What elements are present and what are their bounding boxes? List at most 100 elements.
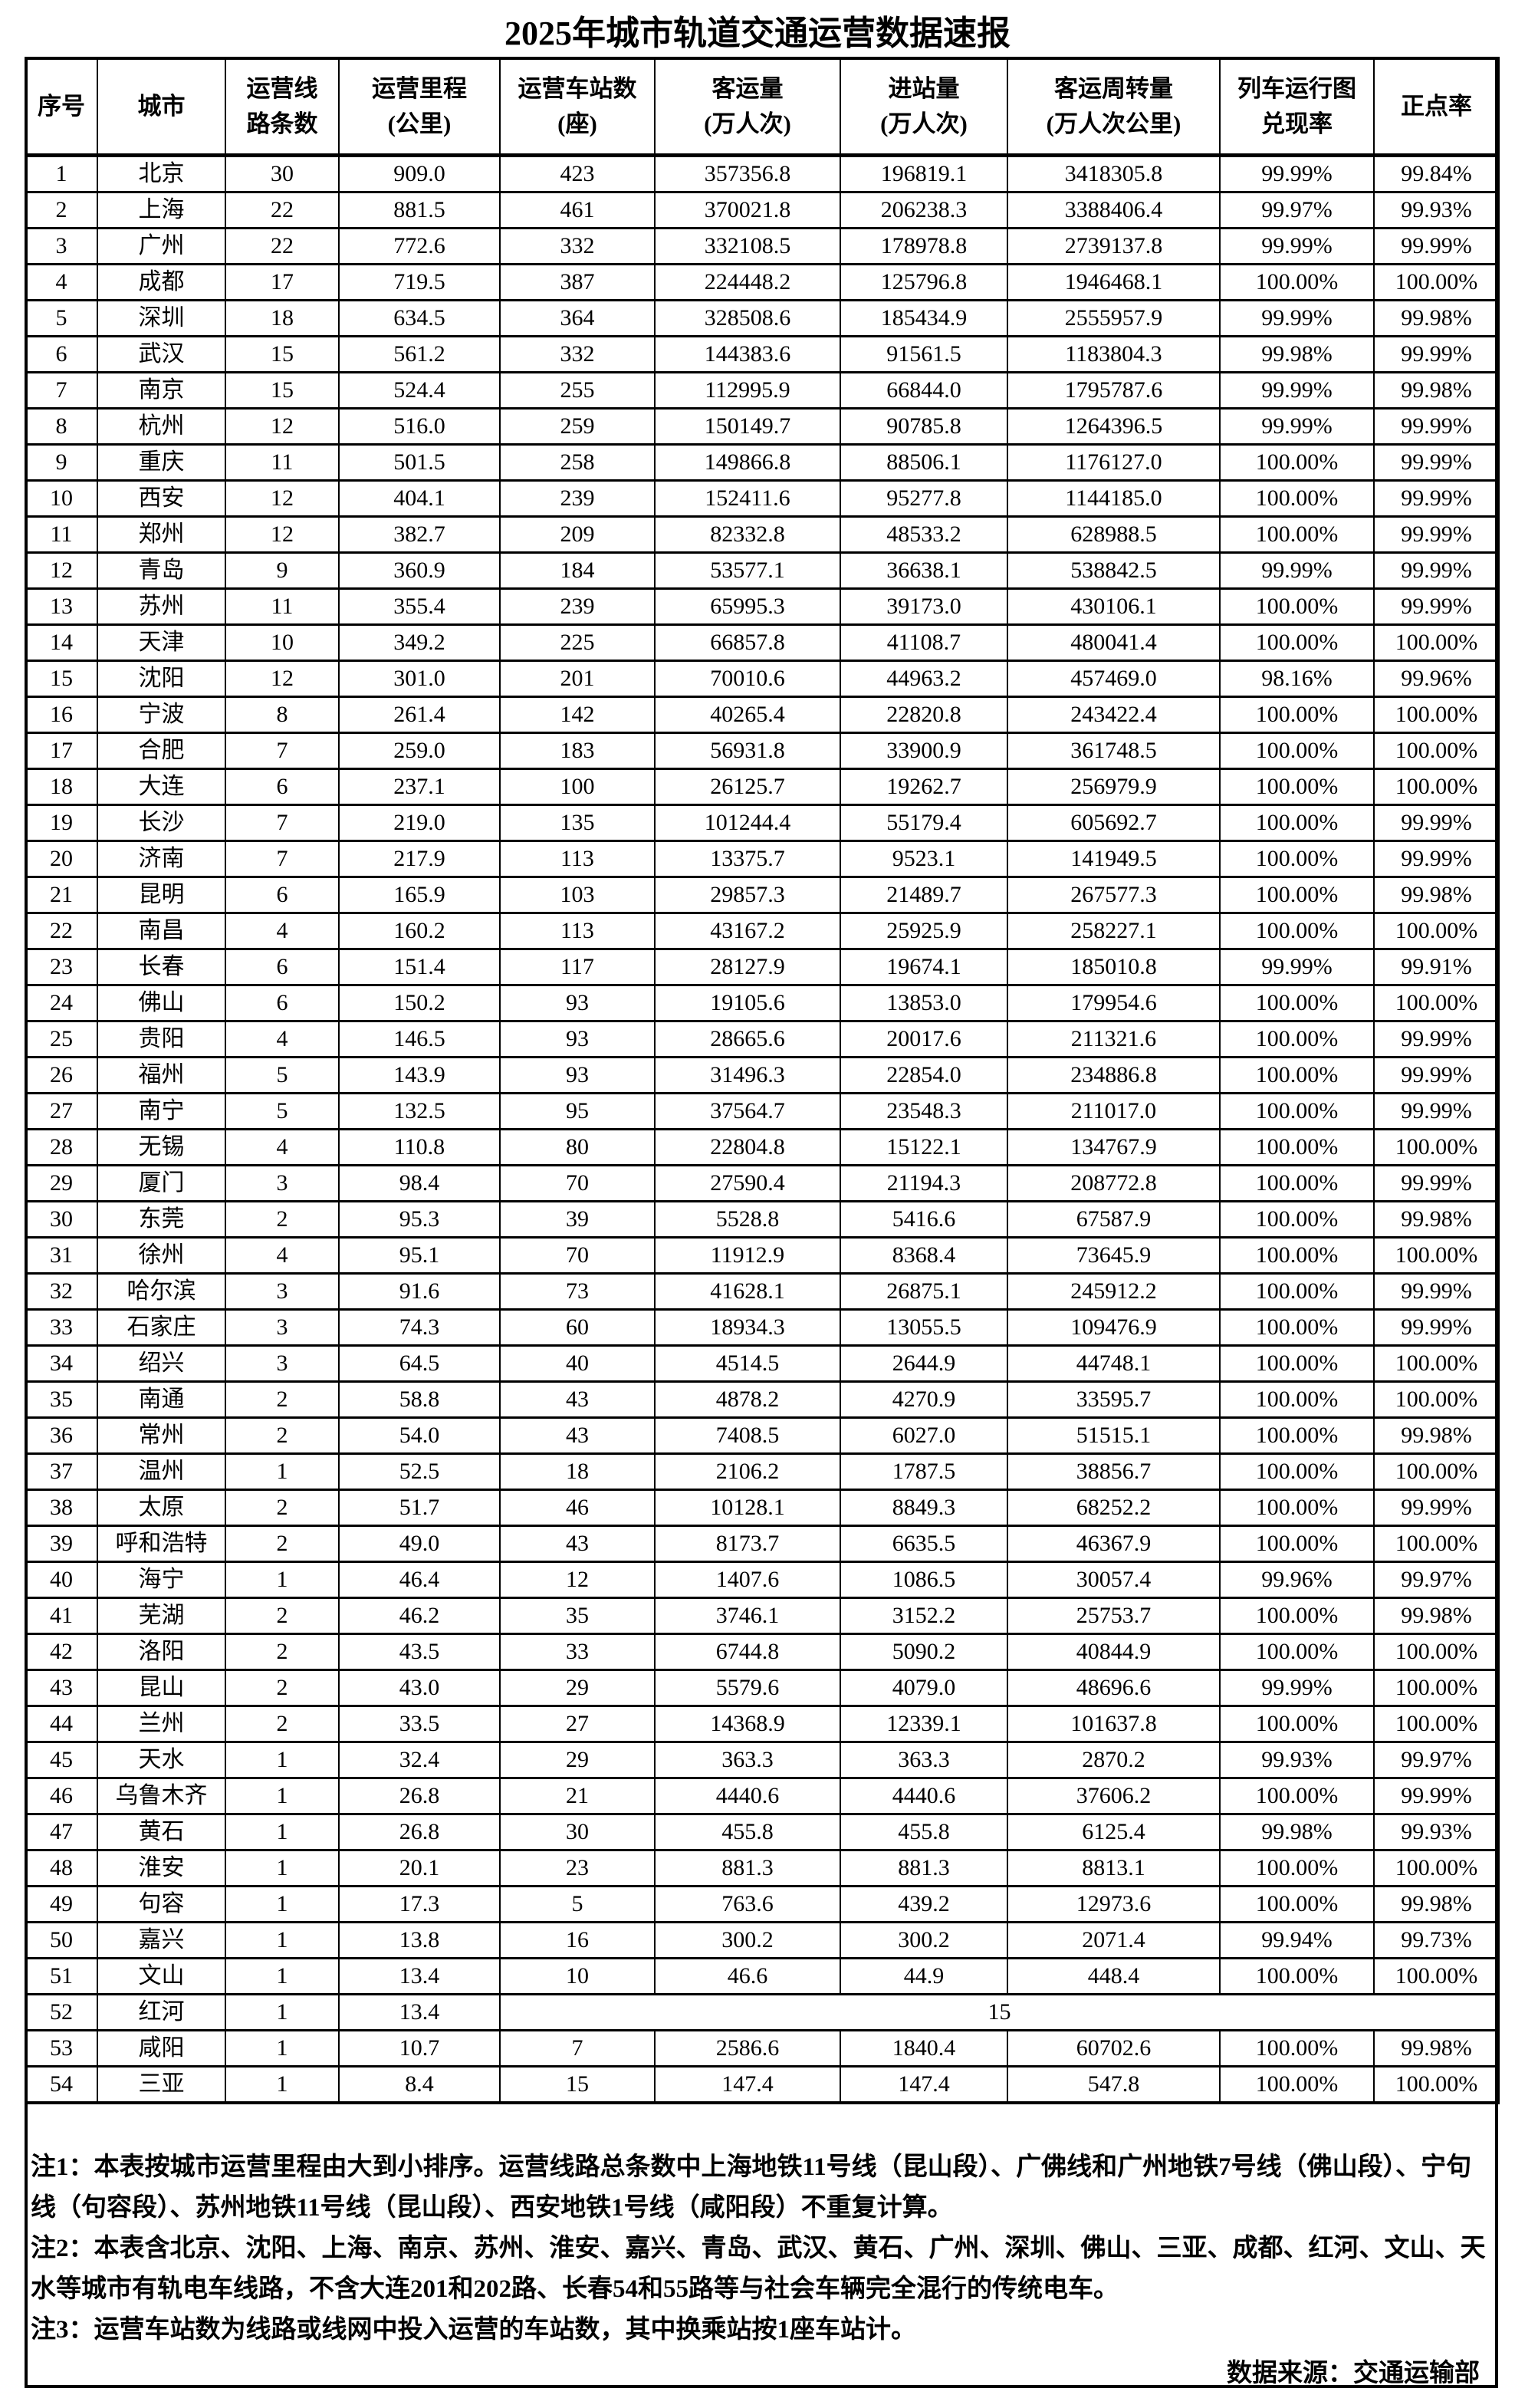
cell-ridership: 1407.6 bbox=[654, 1561, 841, 1599]
cell-entries: 41108.7 bbox=[840, 624, 1008, 662]
cell-city: 徐州 bbox=[97, 1237, 226, 1275]
header-station-count: 运营车站数 (座) bbox=[499, 57, 656, 157]
cell-entries: 1840.4 bbox=[840, 2030, 1008, 2068]
cell-line-count: 1 bbox=[225, 2066, 340, 2104]
cell-station-count: 461 bbox=[499, 192, 656, 229]
cell-index: 37 bbox=[25, 1453, 98, 1491]
cell-line-count: 6 bbox=[225, 985, 340, 1022]
cell-entries: 25925.9 bbox=[840, 913, 1008, 950]
cell-entries: 178978.8 bbox=[840, 228, 1008, 265]
cell-ridership: 10128.1 bbox=[654, 1489, 841, 1527]
cell-schedule-fulfillment: 100.00% bbox=[1219, 1525, 1375, 1563]
cell-line-count: 1 bbox=[225, 1886, 340, 1923]
cell-passenger-km: 48696.6 bbox=[1007, 1669, 1221, 1707]
cell-line-count: 11 bbox=[225, 444, 340, 482]
cell-city: 长春 bbox=[97, 949, 226, 986]
cell-punctuality: 99.99% bbox=[1373, 804, 1500, 842]
cell-mileage: 43.0 bbox=[338, 1669, 501, 1707]
cell-station-count: 183 bbox=[499, 732, 656, 770]
cell-schedule-fulfillment: 99.98% bbox=[1219, 1814, 1375, 1851]
cell-ridership: 4514.5 bbox=[654, 1345, 841, 1383]
cell-station-count: 10 bbox=[499, 1958, 656, 1995]
cell-index: 19 bbox=[25, 804, 98, 842]
cell-entries: 8849.3 bbox=[840, 1489, 1008, 1527]
table-row: 1 北京 30 909.0 423 357356.8 196819.1 3418305.8 99… bbox=[25, 155, 1500, 193]
cell-ridership: 150149.7 bbox=[654, 408, 841, 446]
cell-schedule-fulfillment: 100.00% bbox=[1219, 516, 1375, 554]
table-row: 31 徐州 4 95.1 70 11912.9 8368.4 73645.9 100.00% 10… bbox=[25, 1237, 1500, 1275]
header-line: 正点率 bbox=[1401, 93, 1472, 120]
header-line: 运营线 bbox=[246, 75, 318, 102]
cell-city: 昆山 bbox=[97, 1669, 226, 1707]
cell-punctuality: 99.99% bbox=[1373, 228, 1500, 265]
cell-city: 温州 bbox=[97, 1453, 226, 1491]
cell-station-count: 259 bbox=[499, 408, 656, 446]
cell-punctuality: 99.99% bbox=[1373, 552, 1500, 590]
cell-station-count: 423 bbox=[499, 155, 656, 193]
cell-ridership: 763.6 bbox=[654, 1886, 841, 1923]
cell-index: 11 bbox=[25, 516, 98, 554]
cell-passenger-km: 480041.4 bbox=[1007, 624, 1221, 662]
cell-punctuality: 100.00% bbox=[1373, 1453, 1500, 1491]
table-row: 33 石家庄 3 74.3 60 18934.3 13055.5 109476.9 100.00… bbox=[25, 1309, 1500, 1347]
cell-line-count: 22 bbox=[225, 228, 340, 265]
cell-city: 沈阳 bbox=[97, 660, 226, 698]
cell-entries: 881.3 bbox=[840, 1850, 1008, 1887]
cell-mileage: 150.2 bbox=[338, 985, 501, 1022]
cell-punctuality: 99.99% bbox=[1373, 588, 1500, 626]
table-row: 26 福州 5 143.9 93 31496.3 22854.0 234886.8 100.00… bbox=[25, 1057, 1500, 1094]
cell-city: 长沙 bbox=[97, 804, 226, 842]
cell-entries: 5416.6 bbox=[840, 1201, 1008, 1239]
cell-index: 25 bbox=[25, 1021, 98, 1058]
cell-mileage: 17.3 bbox=[338, 1886, 501, 1923]
cell-passenger-km: 38856.7 bbox=[1007, 1453, 1221, 1491]
cell-line-count: 1 bbox=[225, 1453, 340, 1491]
cell-entries: 2644.9 bbox=[840, 1345, 1008, 1383]
cell-schedule-fulfillment: 100.00% bbox=[1219, 1778, 1375, 1815]
table-row: 27 南宁 5 132.5 95 37564.7 23548.3 211017.0 100.00… bbox=[25, 1093, 1500, 1130]
header-ridership: 客运量 (万人次) bbox=[654, 57, 841, 157]
cell-city: 句容 bbox=[97, 1886, 226, 1923]
table-row: 5 深圳 18 634.5 364 328508.6 185434.9 2555957.9 99… bbox=[25, 300, 1500, 337]
cell-entries: 44963.2 bbox=[840, 660, 1008, 698]
table-row: 45 天水 1 32.4 29 363.3 363.3 2870.2 99.93% 99.97% bbox=[25, 1742, 1500, 1779]
cell-ridership: 5579.6 bbox=[654, 1669, 841, 1707]
table-row: 16 宁波 8 261.4 142 40265.4 22820.8 243422.4 100.0… bbox=[25, 696, 1500, 734]
cell-punctuality: 100.00% bbox=[1373, 1958, 1500, 1995]
cell-ridership: 26125.7 bbox=[654, 768, 841, 806]
cell-punctuality: 100.00% bbox=[1373, 2066, 1500, 2104]
cell-station-count: 113 bbox=[499, 913, 656, 950]
cell-city: 文山 bbox=[97, 1958, 226, 1995]
cell-ridership: 4878.2 bbox=[654, 1381, 841, 1419]
cell-index: 15 bbox=[25, 660, 98, 698]
cell-city: 郑州 bbox=[97, 516, 226, 554]
cell-line-count: 2 bbox=[225, 1706, 340, 1743]
cell-entries: 185434.9 bbox=[840, 300, 1008, 337]
table-row: 40 海宁 1 46.4 12 1407.6 1086.5 30057.4 99.96% 99.9… bbox=[25, 1561, 1500, 1599]
cell-punctuality: 99.84% bbox=[1373, 155, 1500, 193]
cell-mileage: 54.0 bbox=[338, 1417, 501, 1455]
header-line: 城市 bbox=[137, 93, 186, 120]
cell-city: 呼和浩特 bbox=[97, 1525, 226, 1563]
table-row: 14 天津 10 349.2 225 66857.8 41108.7 480041.4 100.… bbox=[25, 624, 1500, 662]
cell-station-count: 43 bbox=[499, 1525, 656, 1563]
cell-index: 2 bbox=[25, 192, 98, 229]
table-row: 10 西安 12 404.1 239 152411.6 95277.8 1144185.0 10… bbox=[25, 480, 1500, 518]
cell-passenger-km: 73645.9 bbox=[1007, 1237, 1221, 1275]
cell-punctuality: 100.00% bbox=[1373, 696, 1500, 734]
cell-line-count: 12 bbox=[225, 516, 340, 554]
cell-schedule-fulfillment: 100.00% bbox=[1219, 1093, 1375, 1130]
cell-entries: 9523.1 bbox=[840, 840, 1008, 878]
cell-entries: 19674.1 bbox=[840, 949, 1008, 986]
cell-station-count: 60 bbox=[499, 1309, 656, 1347]
cell-entries: 20017.6 bbox=[840, 1021, 1008, 1058]
cell-mileage: 524.4 bbox=[338, 372, 501, 410]
table-row: 48 淮安 1 20.1 23 881.3 881.3 8813.1 100.00% 100.00… bbox=[25, 1850, 1500, 1887]
header-line: (座) bbox=[557, 110, 597, 137]
cell-mileage: 13.8 bbox=[338, 1922, 501, 1959]
cell-entries: 6027.0 bbox=[840, 1417, 1008, 1455]
cell-punctuality: 99.99% bbox=[1373, 1057, 1500, 1094]
cell-passenger-km: 185010.8 bbox=[1007, 949, 1221, 986]
cell-punctuality: 99.99% bbox=[1373, 1273, 1500, 1311]
cell-city: 无锡 bbox=[97, 1129, 226, 1166]
